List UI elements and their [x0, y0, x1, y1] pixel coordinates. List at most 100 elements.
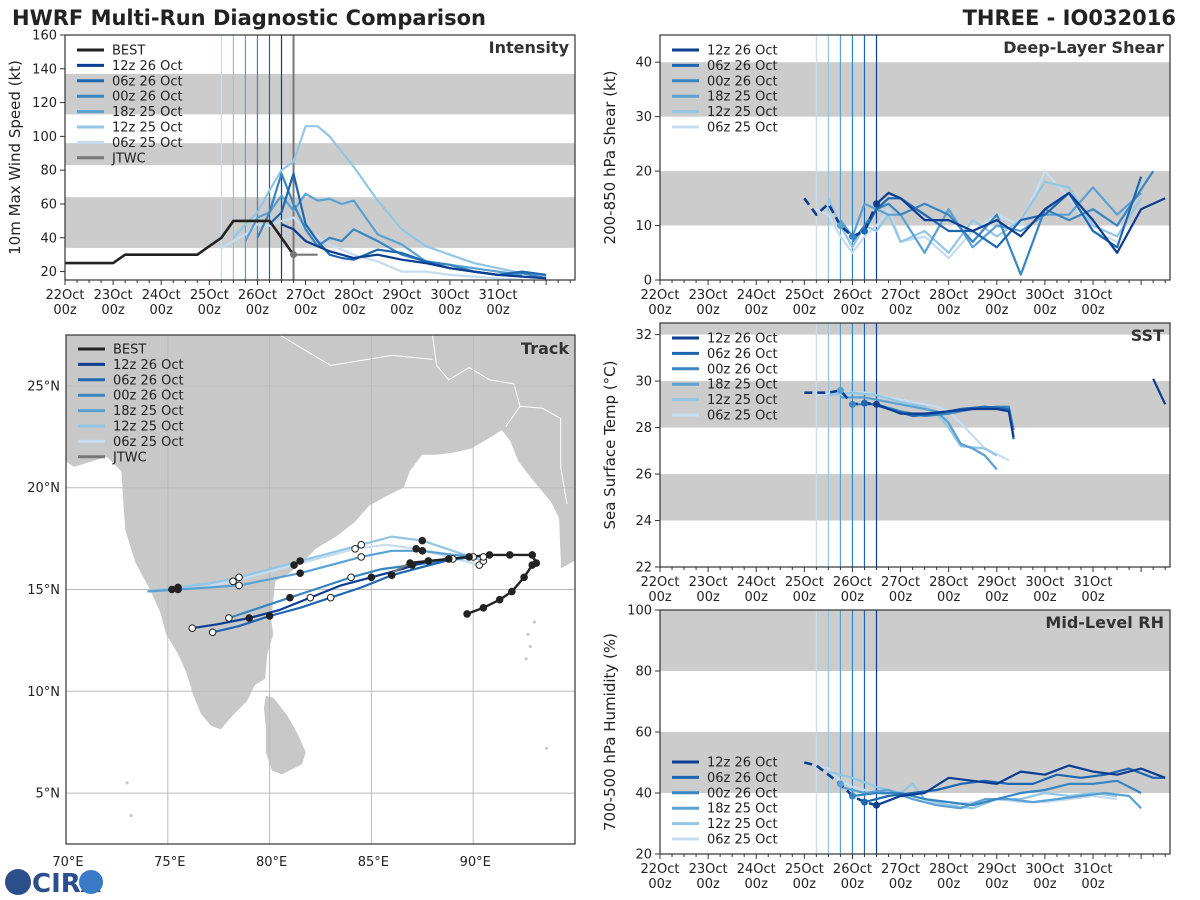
x-tick-label-line: 00z	[937, 590, 961, 605]
series-line-12z-25-oct	[232, 125, 547, 278]
x-tick-label-line: 00z	[1033, 877, 1057, 892]
y-tick-label: 30	[635, 375, 652, 390]
track-point-best	[444, 555, 453, 563]
x-tick-label: 25Oct 00z	[785, 575, 824, 605]
legend-label-18z-25-oct: 18z 25 Oct	[707, 802, 778, 817]
panel-title: Deep-Layer Shear	[1003, 38, 1164, 57]
panel-title: Mid-Level RH	[1045, 613, 1164, 632]
x-tick-label-line: 30Oct	[430, 288, 469, 303]
x-tick-label-line: 00z	[841, 877, 865, 892]
shade-band	[65, 197, 575, 248]
legend-label-06z-26-oct: 06z 26 Oct	[113, 373, 184, 388]
track-point-06z-25-oct	[351, 544, 359, 553]
x-tick-label: 24Oct 00z	[737, 575, 776, 605]
track-point-best	[508, 587, 516, 596]
track-point-06z-26-oct	[387, 571, 396, 580]
track-point-12z-25-oct	[357, 540, 366, 549]
y-tick-label: 80	[40, 164, 57, 179]
x-tick-label-line: 29Oct	[977, 288, 1016, 303]
legend-label-18z-25-oct: 18z 25 Oct	[112, 105, 183, 120]
x-tick-label: 24Oct 00z	[737, 288, 776, 318]
legend-label-00z-26-oct: 00z 26 Oct	[707, 362, 778, 377]
x-tick-label: 26Oct 00z	[833, 288, 872, 318]
x-tick-label: 23Oct 00z	[689, 288, 728, 318]
x-tick-label-line: 31Oct	[1074, 288, 1113, 303]
shade-band	[660, 62, 1170, 117]
x-tick-label-line: 28Oct	[334, 288, 373, 303]
y-axis-label: Sea Surface Temp (°C)	[601, 360, 619, 529]
x-tick-label: 30Oct 00z	[430, 288, 469, 318]
jtwc-marker	[290, 251, 298, 259]
legend-label-12z-25-oct: 12z 25 Oct	[707, 817, 778, 832]
x-tick-label: 31Oct 00z	[1074, 288, 1113, 318]
track-line-18z-25-oct	[147, 549, 484, 593]
series-line-best	[65, 219, 295, 265]
track-point-06z-26-oct	[326, 593, 335, 602]
track-point-12z-26-oct	[306, 593, 315, 602]
x-tick-label-line: 00z	[841, 590, 865, 605]
island	[129, 813, 133, 818]
legend-label-06z-26-oct: 06z 26 Oct	[112, 74, 183, 89]
legend-label-06z-25-oct: 06z 25 Oct	[707, 121, 778, 136]
x-tick-label-line: 00z	[696, 877, 720, 892]
x-tick-label-line: 00z	[294, 303, 318, 318]
y-tick-label: 40	[635, 787, 652, 802]
x-tick-label-line: 00z	[150, 303, 174, 318]
track-point-best	[465, 553, 473, 561]
x-tick-label-line: 24Oct	[737, 862, 776, 877]
x-tick-label: 22Oct 00z	[45, 288, 84, 318]
x-tick-label: 22Oct 00z	[640, 575, 679, 605]
x-tick-label: 30Oct 00z	[1025, 288, 1064, 318]
y-tick-label: 20	[635, 848, 652, 863]
island	[544, 746, 549, 750]
x-tick-label: 23Oct 00z	[689, 575, 728, 605]
init-marker	[860, 798, 868, 806]
x-tick-label-line: 00z	[745, 877, 769, 892]
track-point-18z-25-oct	[296, 569, 304, 578]
y-tick-label: 32	[635, 328, 652, 343]
x-tick-label-line: 00z	[745, 303, 769, 318]
x-tick-label-line: 23Oct	[689, 862, 728, 877]
x-tick-label-line: 22Oct	[640, 862, 679, 877]
x-tick-label-line: 31Oct	[1074, 575, 1113, 590]
x-tick-label-line: 25Oct	[190, 288, 229, 303]
x-tick-label-line: 29Oct	[977, 862, 1016, 877]
cira-logo: CIRA	[5, 869, 103, 899]
track-point-06z-26-oct	[265, 612, 274, 620]
x-tick-label: 30Oct 00z	[1025, 575, 1064, 605]
y-tick-label: 20	[40, 265, 57, 280]
x-tick-label: 24Oct 00z	[737, 862, 776, 892]
y-tick-label: 60	[40, 197, 57, 212]
init-marker	[848, 400, 856, 408]
x-tick-label: 25Oct 00z	[785, 862, 824, 892]
series-line-06z-26-oct	[863, 176, 1143, 249]
x-tick-label: 29Oct 00z	[977, 862, 1016, 892]
legend-label-18z-25-oct: 18z 25 Oct	[707, 378, 778, 393]
legend-label-00z-26-oct: 00z 26 Oct	[707, 74, 778, 89]
y-tick-label: 160	[32, 29, 57, 44]
lat-tick-label: 10°N	[27, 685, 60, 700]
shade-band	[660, 610, 1170, 671]
init-marker	[836, 386, 844, 394]
init-marker	[836, 222, 844, 230]
legend-label-06z-26-oct: 06z 26 Oct	[707, 59, 778, 74]
track-point-12z-25-oct	[235, 573, 243, 582]
series-line-00z-26-oct	[851, 170, 1155, 276]
x-tick-label-line: 00z	[198, 303, 222, 318]
y-tick-label: 140	[32, 62, 57, 77]
legend-label-12z-26-oct: 12z 26 Oct	[707, 756, 778, 771]
x-tick-label-line: 00z	[889, 877, 913, 892]
lon-tick-label: 75°E	[154, 855, 185, 870]
x-tick-label: 27Oct 00z	[881, 862, 920, 892]
x-tick-label: 31Oct 00z	[1074, 575, 1113, 605]
x-tick-label-line: 00z	[937, 877, 961, 892]
x-tick-label: 28Oct 00z	[929, 862, 968, 892]
lon-tick-label: 70°E	[52, 855, 83, 870]
x-tick-label-line: 00z	[985, 590, 1009, 605]
x-tick-label: 29Oct 00z	[977, 575, 1016, 605]
init-marker	[860, 227, 868, 235]
x-tick-label-line: 00z	[1033, 590, 1057, 605]
shade-band	[660, 171, 1170, 226]
